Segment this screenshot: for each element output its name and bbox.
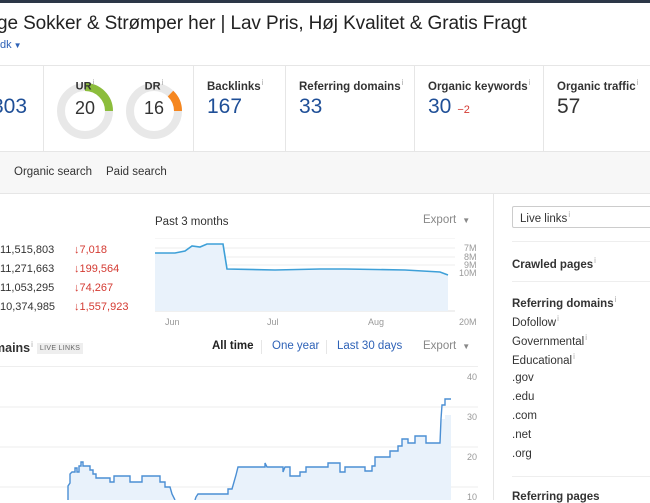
- rank-stat-row: 11,271,663 ↓199,564: [0, 263, 120, 275]
- sidebar-item-gov[interactable]: .gov: [512, 372, 534, 384]
- rd-export-button[interactable]: Export ▼: [423, 340, 471, 352]
- dr-label: DRi: [144, 78, 164, 93]
- live-links-badge: LIVE LINKS: [36, 343, 84, 355]
- sidebar-item-edu[interactable]: .edu: [512, 391, 535, 403]
- sidebar-item-governmental[interactable]: Governmentali: [512, 333, 588, 348]
- rank-x-tick: Jul: [267, 317, 279, 327]
- rd-y-tick: 10: [467, 492, 478, 502]
- sidebar-item-net[interactable]: .net: [512, 429, 532, 441]
- chevron-down-icon: ▼: [462, 342, 471, 351]
- ur-gauge-ring-icon: [57, 83, 113, 139]
- sidebar-referring-pages[interactable]: Referring pages: [512, 491, 600, 503]
- sidebar-referring-domains[interactable]: Referring domainsi: [512, 295, 617, 310]
- sidebar-divider: [493, 194, 494, 500]
- chevron-down-icon: ▼: [13, 41, 22, 50]
- sidebar-item-org[interactable]: .org: [512, 448, 532, 460]
- metric-partial: 303: [0, 66, 44, 153]
- info-icon: i: [557, 314, 559, 323]
- rank-y-tick: 7M: [464, 243, 477, 253]
- backlinks-value[interactable]: 167: [207, 95, 243, 118]
- sidebar-item-com[interactable]: .com: [512, 410, 537, 422]
- rank-y-tick: 8M: [464, 252, 477, 262]
- info-icon: i: [636, 78, 639, 87]
- divider: [512, 241, 650, 242]
- search-tabs: Organic search Paid search: [0, 152, 650, 194]
- organic-traffic-label: Organic traffici: [557, 78, 639, 93]
- tab-paid-search[interactable]: Paid search: [106, 166, 167, 178]
- referring-domains-label: Referring domainsi: [299, 78, 404, 93]
- divider: [512, 476, 650, 477]
- rank-stat-row: 11,515,803 ↓7,018: [0, 244, 108, 256]
- metric-referring-domains[interactable]: Referring domainsi 33: [286, 66, 415, 153]
- range-last-30-days[interactable]: Last 30 days: [337, 340, 403, 352]
- info-icon: i: [594, 256, 596, 265]
- divider: [512, 281, 650, 282]
- ur-value: 20: [74, 98, 96, 118]
- chevron-down-icon: ▼: [462, 216, 471, 225]
- rank-chart-title: Past 3 months: [155, 216, 229, 228]
- live-links-select[interactable]: Live linksi: [512, 206, 650, 228]
- info-icon: i: [573, 352, 575, 361]
- referring-domains-chart-title: mainsiLIVE LINKS: [0, 340, 84, 355]
- range-one-year[interactable]: One year: [272, 340, 320, 352]
- tab-organic-search[interactable]: Organic search: [14, 166, 92, 178]
- organic-keywords-label: Organic keywordsi: [428, 78, 531, 93]
- divider: [0, 366, 478, 367]
- metric-ratings: URi 20 DRi 16: [44, 66, 194, 153]
- range-separator: [261, 340, 262, 354]
- metrics-bar: 303 URi 20 DRi 16 Backlinksi 167 Referri…: [0, 65, 650, 164]
- rank-y-tick: 20M: [459, 317, 477, 327]
- rank-export-button[interactable]: Export ▼: [423, 214, 471, 226]
- metric-backlinks[interactable]: Backlinksi 167: [194, 66, 286, 153]
- sidebar-item-educational[interactable]: Educationali: [512, 352, 575, 367]
- domain-label: dk: [0, 39, 12, 51]
- info-icon: i: [401, 78, 404, 87]
- page-title: ge Sokker & Strømper her | Lav Pris, Høj…: [0, 13, 527, 34]
- rd-y-tick: 40: [467, 372, 478, 382]
- sidebar-crawled-pages[interactable]: Crawled pagesi: [512, 256, 596, 271]
- organic-keywords-value[interactable]: 30−2 PPC 0: [428, 95, 470, 164]
- rank-stat-row: 10,374,985 ↓1,557,923: [0, 301, 129, 313]
- rank-y-tick: 10M: [459, 268, 477, 278]
- referring-domains-value[interactable]: 33: [299, 95, 323, 118]
- info-icon: i: [528, 78, 531, 87]
- rd-y-tick: 30: [467, 412, 478, 422]
- rank-y-tick: 9M: [464, 260, 477, 270]
- organic-keywords-delta: −2: [457, 104, 470, 116]
- info-icon: i: [614, 295, 617, 304]
- dr-gauge[interactable]: DRi 16: [123, 66, 185, 153]
- rank-stat-row: 11,053,295 ↓74,267: [0, 282, 114, 294]
- rank-x-tick: Jun: [165, 317, 180, 327]
- sidebar-item-dofollow[interactable]: Dofollowi: [512, 314, 559, 329]
- backlinks-label: Backlinksi: [207, 78, 264, 93]
- rd-y-tick: 20: [467, 452, 478, 462]
- range-all-time[interactable]: All time: [212, 340, 254, 352]
- organic-traffic-value[interactable]: 57: [557, 95, 581, 118]
- rank-x-tick: Aug: [368, 317, 385, 327]
- metric-organic-traffic[interactable]: Organic traffici 57: [544, 66, 650, 153]
- metric-organic-keywords[interactable]: Organic keywordsi 30−2 PPC 0: [415, 66, 544, 164]
- dr-gauge-ring-icon: [126, 83, 182, 139]
- metric-partial-value: 303: [0, 95, 28, 118]
- dr-value: 16: [143, 98, 165, 118]
- range-separator: [326, 340, 327, 354]
- info-icon: i: [568, 210, 571, 219]
- ur-label: URi: [75, 78, 95, 93]
- referring-domains-chart: [0, 398, 478, 500]
- info-icon: i: [585, 333, 588, 342]
- domain-dropdown[interactable]: dk ▼: [0, 39, 22, 51]
- info-icon: i: [261, 78, 264, 87]
- top-bar: [0, 0, 650, 3]
- rank-chart: [155, 238, 455, 312]
- ur-gauge[interactable]: URi 20: [54, 66, 116, 153]
